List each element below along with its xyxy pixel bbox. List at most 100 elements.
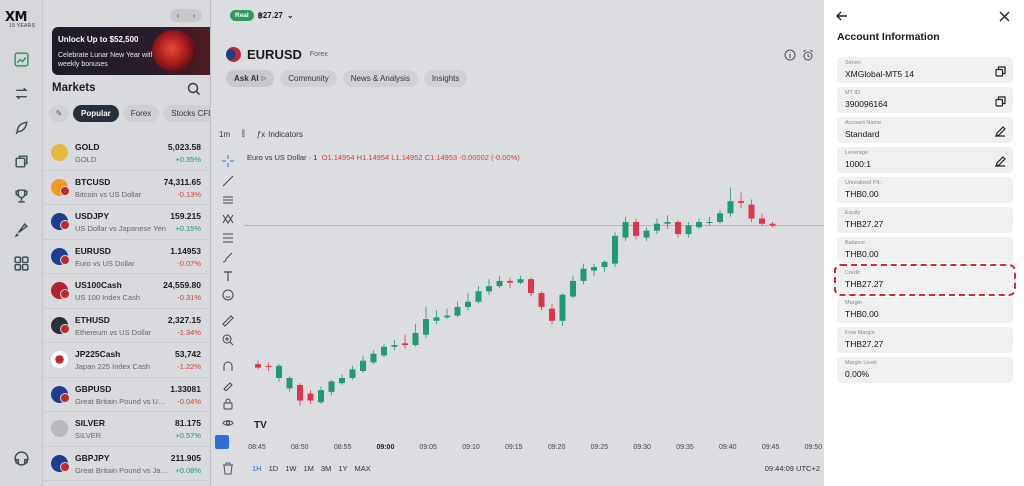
- copy-icon[interactable]: [995, 94, 1006, 107]
- candlestick-chart[interactable]: [244, 150, 824, 440]
- promo-banner[interactable]: Unlock Up to $52,500 Celebrate Lunar New…: [52, 27, 210, 75]
- market-row-usdjpy[interactable]: USDJPY US Dollar vs Japanese Yen 159.215 +0…: [43, 205, 210, 240]
- transfer-icon[interactable]: [13, 85, 30, 102]
- banner-prev-button[interactable]: ‹: [176, 11, 180, 20]
- range-1h[interactable]: 1H: [252, 464, 262, 473]
- favorites-tool-button[interactable]: [215, 435, 229, 449]
- back-arrow-icon[interactable]: [836, 9, 848, 21]
- candle-body: [349, 369, 356, 378]
- zoom-in-icon[interactable]: [222, 333, 234, 346]
- copy-icon[interactable]: [995, 64, 1006, 77]
- market-row-jp225cash[interactable]: JP225Cash Japan 225 Index Cash 53,742 -1.22…: [43, 343, 210, 378]
- crosshair-icon[interactable]: [222, 154, 234, 167]
- chevron-down-icon: ⌄: [286, 11, 294, 20]
- support-icon[interactable]: [13, 450, 30, 467]
- eu-us-flag-icon: [226, 47, 241, 62]
- candle-body: [696, 222, 702, 228]
- tab-popular[interactable]: Popular: [73, 104, 119, 122]
- candle-body: [475, 291, 482, 302]
- x-tick-label: 09:40: [719, 444, 737, 451]
- field-mt-id[interactable]: MT ID 390096164: [837, 87, 1013, 113]
- chart-area: Real ฿27.27 ⌄ EURUSD Forex Ask AI ▷ Commu…: [212, 0, 824, 486]
- edit-icon[interactable]: [995, 154, 1006, 167]
- market-description: US 100 Index Cash: [75, 293, 141, 302]
- tab-stocks[interactable]: Stocks CFDs: [163, 104, 210, 122]
- account-selector[interactable]: Real ฿27.27 ⌄: [230, 10, 294, 21]
- field-balance: Balance THB0.00: [837, 237, 1013, 263]
- insights-chip[interactable]: Insights: [423, 70, 468, 87]
- range-3m[interactable]: 3M: [320, 464, 332, 473]
- market-row-gbpusd[interactable]: GBPUSD Great Britain Pound vs US Dollar1.…: [43, 378, 210, 412]
- trash-icon[interactable]: [222, 462, 234, 475]
- quote-currency-icon: [60, 461, 70, 472]
- copy-trading-icon[interactable]: [13, 153, 30, 170]
- community-chip[interactable]: Community: [280, 70, 337, 87]
- range-max[interactable]: MAX: [354, 464, 371, 473]
- apps-icon[interactable]: [13, 255, 30, 272]
- pattern-icon[interactable]: [222, 212, 234, 224]
- market-row-ethusd[interactable]: ETHUSD Ethereum vs US Dollar 2,327.15 -1.34…: [43, 309, 210, 343]
- interval-button[interactable]: 1m: [219, 129, 231, 139]
- field-value: THB27.27: [845, 279, 884, 289]
- ask-ai-chip[interactable]: Ask AI ▷: [226, 70, 275, 87]
- candle: [370, 350, 377, 365]
- ruler-icon[interactable]: [222, 314, 234, 327]
- markets-title: Markets: [52, 82, 96, 94]
- chart-icon[interactable]: [13, 51, 30, 68]
- candle-body: [759, 218, 765, 224]
- market-row-us100cash[interactable]: US100Cash US 100 Index Cash 24,559.80 -0.31…: [43, 274, 210, 309]
- xm-logo[interactable]: XM 15 YEARS: [5, 8, 39, 30]
- field-leverage[interactable]: Leverage 1000:1: [837, 147, 1013, 173]
- tab-forex[interactable]: Forex: [122, 104, 160, 122]
- range-1w[interactable]: 1W: [285, 464, 297, 473]
- info-icon[interactable]: [784, 48, 796, 61]
- candle-body: [633, 222, 639, 236]
- text-icon[interactable]: [222, 269, 234, 281]
- candle-body: [675, 222, 681, 235]
- legend-low: L1.14952: [391, 153, 423, 162]
- field-value: THB0.00: [845, 249, 879, 259]
- emoji-icon[interactable]: [222, 288, 234, 301]
- range-selector: 1H 1D 1W 1M 3M 1Y MAX: [252, 464, 371, 473]
- market-symbol: BTCUSD: [75, 176, 111, 187]
- banner-nav[interactable]: ‹ ›: [170, 9, 202, 22]
- trend-line-icon[interactable]: [222, 174, 234, 187]
- symbol-name: EURUSD: [247, 47, 302, 62]
- market-price: 24,559.80: [163, 280, 201, 290]
- launch-icon[interactable]: [13, 221, 30, 238]
- edit-icon[interactable]: ✎: [49, 104, 69, 122]
- lock-icon[interactable]: [222, 397, 234, 410]
- field-account-name[interactable]: Account Name Standard: [837, 117, 1013, 143]
- candle: [654, 218, 660, 235]
- horizontal-lines-icon[interactable]: [222, 193, 234, 205]
- lock-drawing-icon[interactable]: [222, 378, 234, 392]
- field-server[interactable]: Server XMGlobal-MT5 14: [837, 57, 1013, 83]
- market-row-gold[interactable]: GOLD GOLD 5,023.58 +0.35%: [43, 136, 210, 171]
- fib-icon[interactable]: [222, 231, 234, 243]
- range-1d[interactable]: 1D: [268, 464, 279, 473]
- candle-type-icon[interactable]: ⫿: [242, 129, 245, 138]
- field-unrealized-p-l: Unrealized P/L THB0.00: [837, 177, 1013, 203]
- magnet-icon[interactable]: [222, 359, 234, 371]
- candle-body: [412, 332, 419, 346]
- range-1m[interactable]: 1M: [303, 464, 314, 473]
- market-description: Japan 225 Index Cash: [75, 362, 151, 371]
- field-label: Leverage: [845, 150, 868, 156]
- eye-icon[interactable]: [222, 416, 234, 428]
- market-row-eurusd[interactable]: EURUSD Euro vs US Dollar 1.14953 -0.07%: [43, 240, 210, 274]
- trophy-icon[interactable]: [13, 187, 30, 204]
- candle-body: [307, 393, 314, 401]
- close-icon[interactable]: [999, 9, 1010, 22]
- indicators-button[interactable]: ƒx Indicators: [257, 130, 303, 139]
- banner-next-button[interactable]: ›: [192, 11, 196, 20]
- market-row-silver[interactable]: SILVER SILVER 81.175 +0.57%: [43, 412, 210, 447]
- search-icon[interactable]: [187, 82, 201, 96]
- edit-icon[interactable]: [995, 124, 1006, 137]
- market-row-btcusd[interactable]: BTCUSD Bitcoin vs US Dollar 74,311.65 -0.13…: [43, 171, 210, 205]
- rocket-icon[interactable]: [13, 119, 30, 136]
- news-chip[interactable]: News & Analysis: [342, 70, 418, 87]
- brush-icon[interactable]: [222, 250, 234, 263]
- market-row-gbpjpy[interactable]: GBPJPY Great Britain Pound vs Japanese Ye…: [43, 447, 210, 481]
- alarm-icon[interactable]: [802, 48, 814, 61]
- range-1y[interactable]: 1Y: [338, 464, 348, 473]
